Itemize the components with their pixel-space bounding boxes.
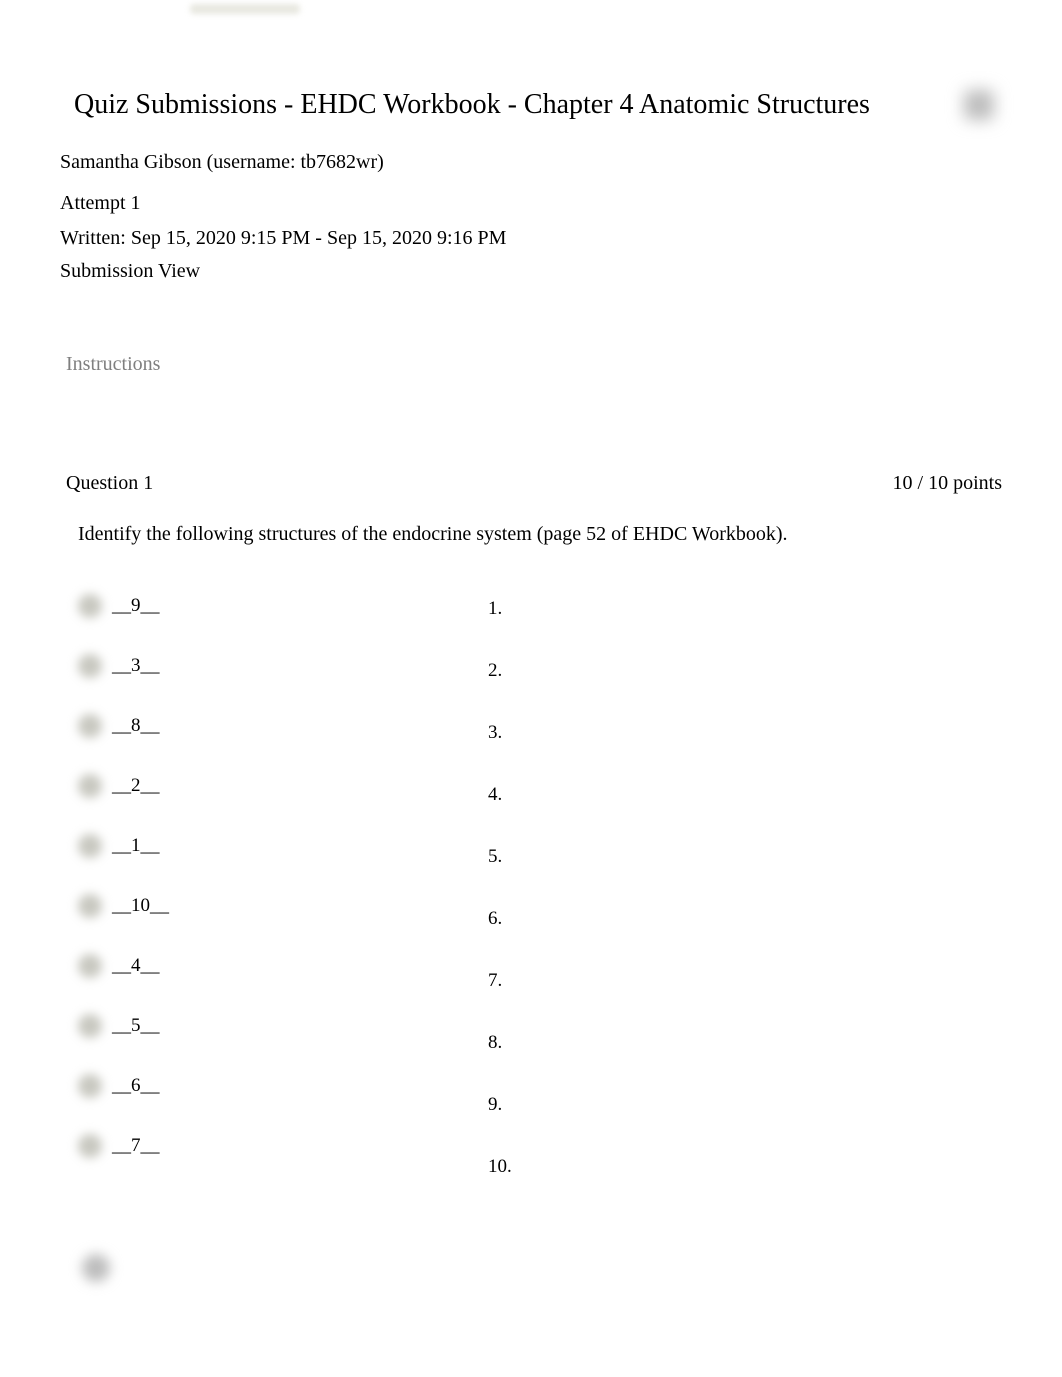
- attempt-number: Attempt 1: [60, 192, 1002, 215]
- answer-status-icon: [78, 894, 102, 918]
- answer-value: __8__: [112, 715, 160, 737]
- answer-value: __9__: [112, 595, 160, 617]
- answer-row: __4__: [78, 954, 488, 978]
- answer-status-icon: [78, 714, 102, 738]
- submission-view-label: Submission View: [60, 260, 1002, 283]
- answer-status-icon: [78, 1074, 102, 1098]
- student-info: Samantha Gibson (username: tb7682wr): [60, 151, 1002, 174]
- answer-value: __2__: [112, 775, 160, 797]
- answer-status-icon: [78, 774, 102, 798]
- answer-row: __5__: [78, 1014, 488, 1038]
- answer-value: __5__: [112, 1015, 160, 1037]
- answers-right-column: 1. 2. 3. 4. 5. 6. 7. 8. 9. 10.: [488, 594, 1002, 1214]
- number-label: 10.: [488, 1152, 1002, 1178]
- answer-row: __10__: [78, 894, 488, 918]
- number-label: 3.: [488, 718, 1002, 744]
- question-prompt: Identify the following structures of the…: [78, 523, 1002, 546]
- answer-row: __6__: [78, 1074, 488, 1098]
- question-header: Question 1 10 / 10 points: [60, 472, 1002, 495]
- answer-status-icon: [78, 1014, 102, 1038]
- answer-value: __7__: [112, 1135, 160, 1157]
- answer-status-icon: [78, 1134, 102, 1158]
- answer-status-icon: [78, 954, 102, 978]
- answer-row: __9__: [78, 594, 488, 618]
- answer-value: __3__: [112, 655, 160, 677]
- answer-row: __2__: [78, 774, 488, 798]
- question-points: 10 / 10 points: [893, 472, 1002, 495]
- answer-row: __7__: [78, 1134, 488, 1158]
- answer-value: __1__: [112, 835, 160, 857]
- page-wrapper: Quiz Submissions - EHDC Workbook - Chapt…: [0, 89, 1062, 1282]
- answer-status-icon: [78, 594, 102, 618]
- answer-value: __4__: [112, 955, 160, 977]
- title-row: Quiz Submissions - EHDC Workbook - Chapt…: [60, 89, 1002, 121]
- answer-row: __1__: [78, 834, 488, 858]
- number-label: 5.: [488, 842, 1002, 868]
- number-label: 9.: [488, 1090, 1002, 1116]
- question-label: Question 1: [66, 472, 153, 495]
- number-label: 8.: [488, 1028, 1002, 1054]
- answer-value: __6__: [112, 1075, 160, 1097]
- answer-value: __10__: [112, 895, 169, 917]
- answers-container: __9__ __3__ __8__ __2__ __1__ __10__: [78, 594, 1002, 1214]
- title-action-blur: [964, 90, 994, 120]
- top-blur-placeholder: [190, 4, 300, 14]
- number-label: 2.: [488, 656, 1002, 682]
- number-label: 1.: [488, 594, 1002, 620]
- bottom-blur-placeholder: [82, 1254, 110, 1282]
- page-title: Quiz Submissions - EHDC Workbook - Chapt…: [74, 89, 870, 121]
- instructions-label: Instructions: [66, 353, 1002, 376]
- answers-left-column: __9__ __3__ __8__ __2__ __1__ __10__: [78, 594, 488, 1214]
- answer-status-icon: [78, 834, 102, 858]
- answer-row: __8__: [78, 714, 488, 738]
- answer-row: __3__: [78, 654, 488, 678]
- number-label: 6.: [488, 904, 1002, 930]
- number-label: 4.: [488, 780, 1002, 806]
- written-date: Written: Sep 15, 2020 9:15 PM - Sep 15, …: [60, 227, 1002, 250]
- number-label: 7.: [488, 966, 1002, 992]
- answer-status-icon: [78, 654, 102, 678]
